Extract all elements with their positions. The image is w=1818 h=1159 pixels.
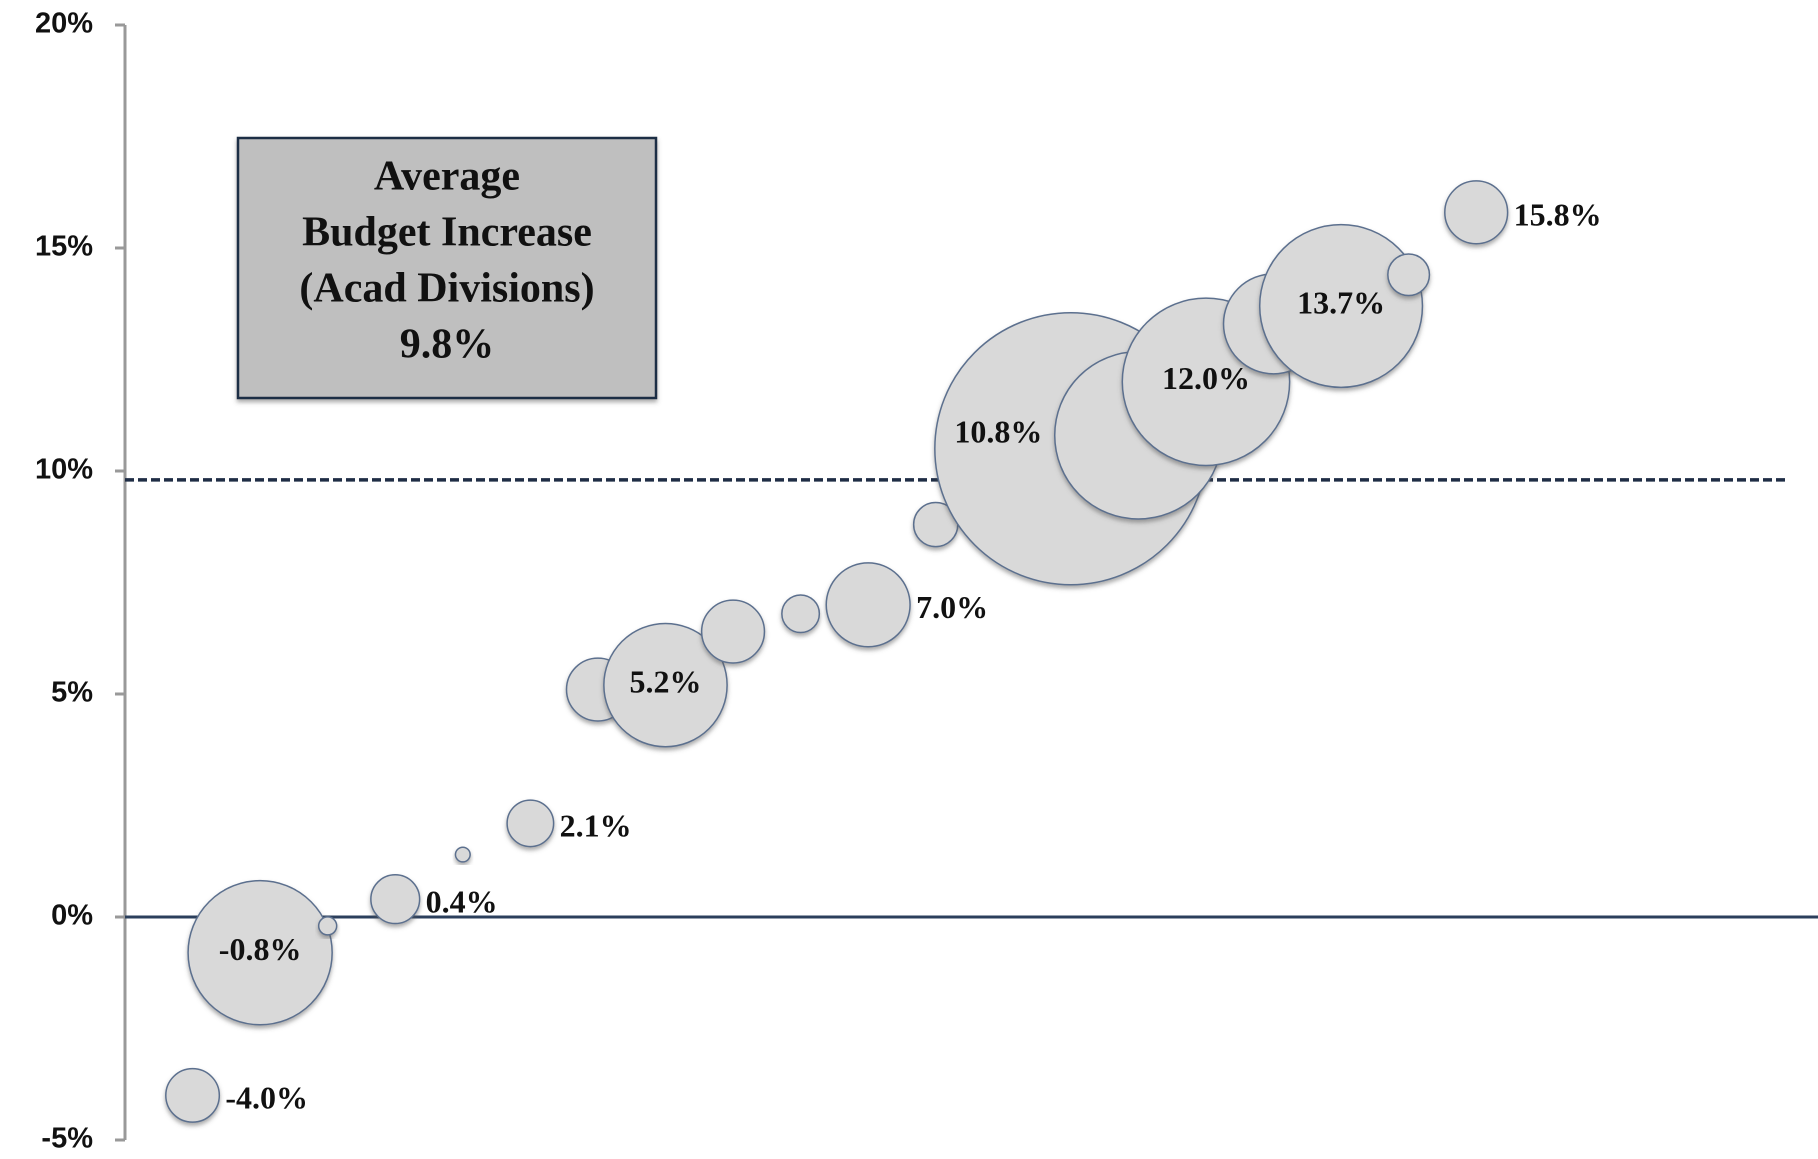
y-tick-label: 10% <box>35 454 93 486</box>
data-label: 2.1% <box>560 808 632 844</box>
bubble <box>700 599 766 664</box>
bubble <box>825 562 911 648</box>
bubble <box>1444 180 1509 245</box>
data-label: 10.8% <box>954 414 1042 450</box>
bubble <box>370 874 421 925</box>
annotation-text: Average <box>374 154 520 200</box>
data-label: 5.2% <box>629 663 701 699</box>
bubble <box>506 799 555 848</box>
bubble <box>1258 223 1424 389</box>
y-tick-label: -5% <box>41 1123 93 1155</box>
bubble <box>603 622 728 748</box>
annotation-text: (Acad Divisions) <box>299 266 594 312</box>
data-label: 0.4% <box>426 884 498 920</box>
y-tick-label: 20% <box>35 8 93 40</box>
data-label: -4.0% <box>225 1080 308 1116</box>
y-tick-label: 15% <box>35 231 93 263</box>
bubble <box>1387 253 1431 297</box>
bubble <box>781 594 821 634</box>
data-label: 13.7% <box>1297 284 1385 320</box>
bubble <box>165 1067 221 1123</box>
data-label: 15.8% <box>1514 197 1602 233</box>
data-label: 12.0% <box>1162 360 1250 396</box>
bubble <box>454 846 471 863</box>
annotation-text: Budget Increase <box>302 210 592 256</box>
bubble <box>187 879 333 1026</box>
annotation-value: 9.8% <box>400 322 495 368</box>
y-tick-label: 0% <box>51 900 93 932</box>
data-label: -0.8% <box>219 931 302 967</box>
y-tick-label: 5% <box>51 677 93 709</box>
bubble <box>317 916 338 936</box>
annotation-box <box>236 136 658 400</box>
data-label: 7.0% <box>916 589 988 625</box>
